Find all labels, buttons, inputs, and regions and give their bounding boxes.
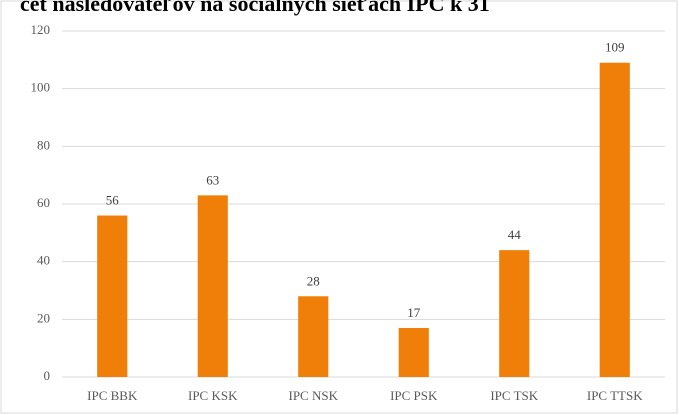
bar — [398, 327, 429, 377]
y-tick-label: 0 — [44, 368, 51, 383]
bar — [298, 296, 329, 377]
y-tick-label: 80 — [37, 137, 50, 152]
x-tick-label: IPC TSK — [490, 388, 538, 403]
y-tick-label: 100 — [31, 80, 51, 95]
value-label: 17 — [407, 305, 421, 320]
y-tick-label: 20 — [37, 310, 50, 325]
x-tick-label: IPC TTSK — [587, 388, 643, 403]
y-tick-label: 40 — [37, 253, 50, 268]
x-tick-label: IPC BBK — [87, 388, 138, 403]
value-label: 44 — [508, 227, 522, 242]
bar — [599, 62, 630, 377]
bar — [197, 195, 228, 377]
value-label: 63 — [206, 172, 219, 187]
x-tick-label: IPC NSK — [289, 388, 339, 403]
bar — [97, 215, 128, 377]
chart-title: čet nasledovateľov na sociálnych sieťach… — [20, 0, 490, 16]
y-tick-label: 60 — [37, 195, 50, 210]
x-tick-label: IPC KSK — [188, 388, 238, 403]
x-tick-label: IPC PSK — [390, 388, 438, 403]
value-label: 109 — [605, 40, 625, 55]
value-label: 56 — [106, 193, 120, 208]
value-label: 28 — [307, 273, 320, 288]
bar — [499, 250, 530, 377]
y-tick-label: 120 — [31, 22, 51, 37]
